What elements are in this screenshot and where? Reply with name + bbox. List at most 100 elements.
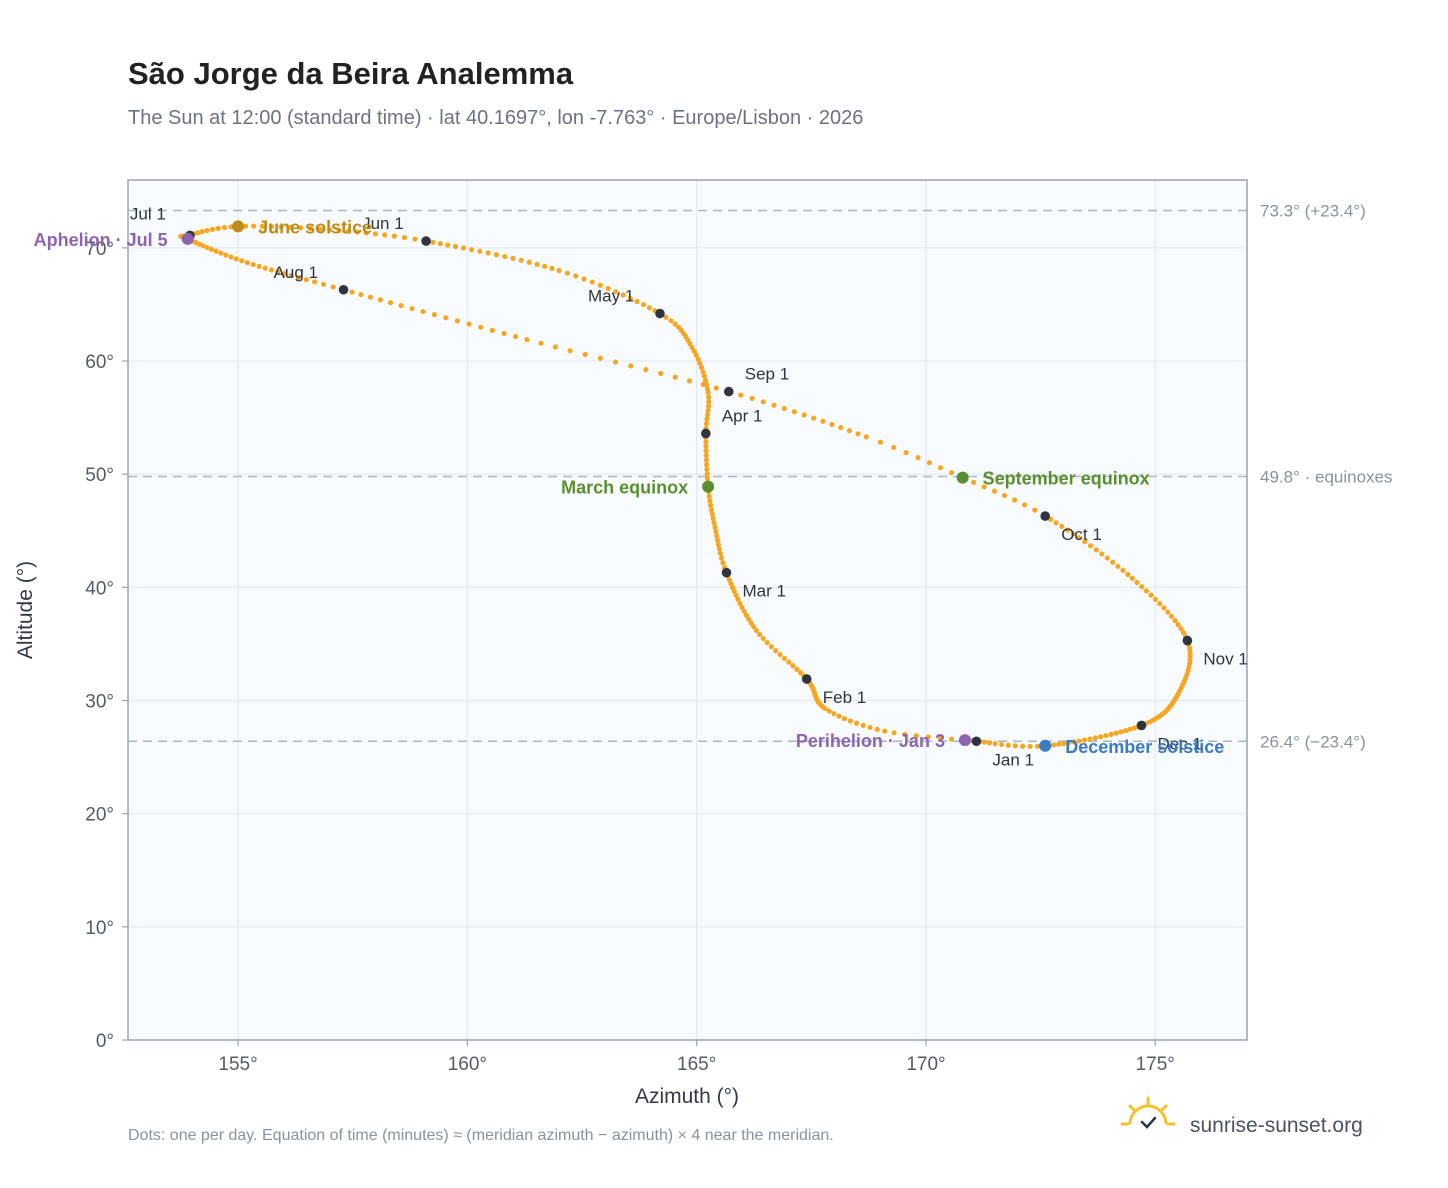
daily-dot — [760, 399, 766, 405]
daily-dot — [485, 250, 491, 256]
daily-dot — [336, 227, 342, 234]
event-label: September equinox — [983, 469, 1150, 489]
daily-dot — [1076, 535, 1082, 541]
daily-dot — [1143, 588, 1150, 594]
event-marker — [1039, 739, 1052, 752]
daily-dot — [502, 253, 508, 260]
y-tick-label: 0° — [96, 1031, 114, 1052]
y-tick-label: 40° — [85, 578, 114, 599]
daily-dot — [703, 439, 709, 445]
daily-dot — [937, 465, 944, 471]
daily-dot — [693, 352, 699, 358]
daily-dot — [262, 265, 268, 271]
daily-dot — [239, 258, 245, 264]
daily-dot — [790, 663, 796, 669]
daily-dot — [259, 223, 266, 229]
daily-dot — [589, 279, 595, 285]
daily-dot — [1120, 567, 1126, 573]
daily-dot — [695, 356, 701, 362]
daily-dot — [268, 267, 274, 273]
analemma-daily-dots — [178, 223, 1193, 750]
daily-dot — [1165, 609, 1171, 615]
reference-lines: 73.3° (+23.4°) 49.8° · equinoxes 26.4° (−2… — [128, 202, 1393, 751]
daily-dot — [877, 439, 884, 445]
daily-dot — [1093, 547, 1099, 553]
daily-dot — [358, 291, 364, 298]
daily-dot — [281, 271, 287, 277]
daily-dot — [367, 294, 374, 300]
daily-dot — [627, 295, 633, 301]
daily-dot — [634, 298, 640, 305]
daily-dot — [703, 448, 709, 454]
daily-dot — [748, 620, 754, 626]
month-label: Jul 1 — [130, 204, 166, 223]
daily-dot — [605, 285, 611, 292]
y-tick-label: 50° — [85, 465, 114, 486]
plot-frame — [127, 179, 1248, 1041]
month-marker — [801, 674, 812, 684]
daily-dot — [443, 315, 449, 321]
x-tick-label: 165° — [677, 1054, 716, 1075]
daily-dot — [1092, 735, 1098, 741]
daily-dot — [706, 394, 712, 400]
month-marker — [723, 386, 734, 397]
month-label: Apr 1 — [722, 406, 763, 425]
daily-dot — [715, 541, 721, 548]
daily-dot — [703, 452, 709, 458]
daily-dot — [741, 608, 747, 614]
daily-dot — [1070, 531, 1076, 537]
daily-dot — [867, 724, 873, 731]
daily-dot — [387, 300, 394, 306]
daily-dot — [991, 488, 998, 494]
daily-dot — [1110, 559, 1116, 565]
daily-dot — [764, 640, 770, 646]
daily-dot — [716, 546, 722, 552]
daily-dot — [1056, 741, 1062, 747]
daily-dot — [643, 367, 649, 373]
chart-title: São Jorge da Beira Analemma — [128, 56, 574, 91]
daily-dot — [597, 282, 603, 288]
daily-dot — [250, 261, 256, 268]
plot-area — [128, 180, 1247, 1040]
daily-dot — [556, 267, 562, 274]
daily-dot — [704, 471, 710, 477]
daily-dot — [686, 378, 693, 384]
daily-dot — [1082, 737, 1088, 743]
daily-dot — [713, 385, 719, 391]
event-label: Perihelion · Jan 3 — [796, 731, 945, 751]
daily-dot — [768, 644, 774, 650]
month-markers: Jan 1 Feb 1 Mar 1 Apr 1 May 1 Jun 1 Jul 1 Aug 1… — [130, 204, 1248, 769]
daily-dot — [838, 424, 844, 431]
daily-dot — [298, 225, 304, 231]
daily-dot — [704, 412, 711, 418]
daily-dot — [1187, 649, 1193, 655]
y-tick-label: 60° — [85, 352, 114, 373]
event-markers: June solstice December solstice March equi… — [34, 217, 1225, 756]
daily-dot — [735, 596, 741, 602]
daily-dot — [1139, 584, 1145, 590]
daily-dot — [1020, 743, 1026, 749]
daily-dot — [1175, 622, 1181, 628]
daily-dot — [753, 627, 759, 633]
daily-dot — [658, 370, 664, 377]
daily-dot — [704, 416, 710, 422]
month-label: May 1 — [588, 287, 634, 306]
daily-dot — [743, 612, 749, 618]
daily-dot — [925, 734, 931, 740]
daily-dot — [846, 428, 853, 434]
daily-dot — [771, 402, 777, 408]
reference-line-label: 26.4° (−23.4°) — [1260, 732, 1366, 751]
daily-dot — [874, 726, 880, 732]
daily-dot — [431, 312, 437, 318]
daily-dot — [478, 324, 484, 330]
daily-dot — [518, 257, 524, 263]
daily-dot — [1071, 739, 1077, 745]
daily-dot — [564, 270, 571, 276]
daily-dot — [538, 340, 544, 346]
daily-dot — [200, 243, 206, 249]
month-marker — [701, 428, 711, 439]
daily-dot — [760, 635, 766, 642]
daily-dot — [1118, 729, 1124, 735]
daily-dot — [330, 284, 336, 290]
event-marker — [181, 232, 194, 245]
